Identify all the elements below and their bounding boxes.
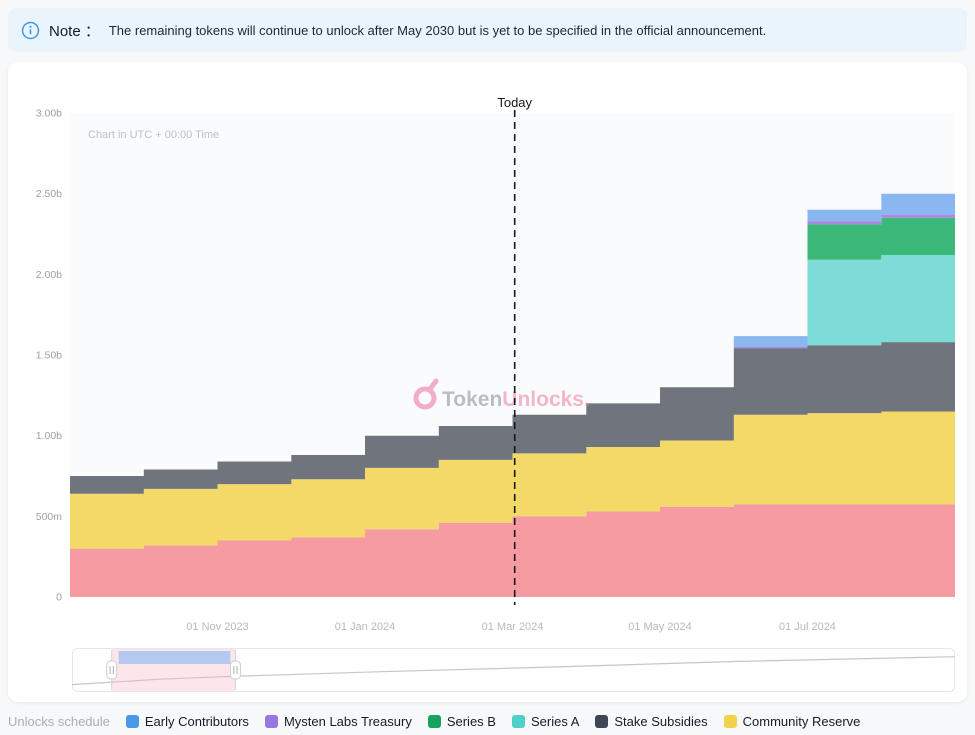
legend-item-early-contributors[interactable]: Early Contributors <box>125 714 249 729</box>
legend-label: Early Contributors <box>144 714 249 729</box>
legend-swatch <box>427 715 441 728</box>
x-axis-label: 01 Jul 2024 <box>779 621 836 633</box>
legend-label: Community Reserve <box>742 714 861 729</box>
legend-item-stake-subsidies[interactable]: Stake Subsidies <box>595 714 708 729</box>
note-text: The remaining tokens will continue to un… <box>108 22 767 38</box>
y-axis-label: 1.00b <box>36 430 62 442</box>
brush-mini-area <box>118 651 231 664</box>
y-axis-label: 2.00b <box>36 269 62 281</box>
area-stake-subsidies <box>70 342 955 494</box>
x-axis-label: 01 Nov 2023 <box>186 621 248 633</box>
minimap-line <box>71 656 956 686</box>
y-axis-label: 2.50b <box>36 188 62 200</box>
legend-swatch <box>264 715 278 728</box>
y-axis-label: 1.50b <box>36 350 62 362</box>
legend-items: Early Contributors Mysten Labs Treasury Se… <box>125 714 861 729</box>
legend-swatch <box>511 715 525 728</box>
today-label: Today <box>497 95 532 110</box>
legend-label: Stake Subsidies <box>614 714 708 729</box>
tokenunlocks-logo-icon <box>413 386 437 410</box>
x-axis-label: 01 May 2024 <box>628 621 692 633</box>
y-axis-label: 0 <box>56 592 62 604</box>
svg-text:TokenUnlocks.: TokenUnlocks. <box>442 388 590 411</box>
note-banner: Note ： The remaining tokens will continu… <box>8 8 967 52</box>
brush-handle-right[interactable] <box>229 650 241 690</box>
minimap-frame <box>72 648 955 692</box>
area-series-b <box>70 217 955 476</box>
area-unlabeled <box>70 504 955 597</box>
brush-handle-left[interactable] <box>106 650 118 690</box>
chart-card: 3.00b 2.50b 2.00b 1.50b 1.00b 500m 0 Chart in U… <box>8 62 967 702</box>
x-axis-label: 01 Jan 2024 <box>335 621 396 633</box>
unlock-chart: 3.00b 2.50b 2.00b 1.50b 1.00b 500m 0 Chart in U… <box>36 95 955 633</box>
y-axis-label: 500m <box>36 511 63 523</box>
tokenunlocks-watermark: TokenUnlocks. <box>413 378 590 411</box>
utc-note: Chart in UTC + 00:00 Time <box>88 129 219 141</box>
legend-label: Series B <box>446 714 496 729</box>
area-community-reserve <box>70 411 955 549</box>
info-icon <box>21 21 40 39</box>
legend-swatch <box>595 715 609 728</box>
legend-swatch <box>125 715 139 728</box>
legend-item-community-reserve[interactable]: Community Reserve <box>723 714 861 729</box>
legend-label: Mysten Labs Treasury <box>283 714 412 729</box>
legend-swatch <box>723 715 737 728</box>
legend-item-series-a[interactable]: Series A <box>511 714 580 729</box>
legend-label: Series A <box>530 714 580 729</box>
legend-title: Unlocks schedule <box>8 714 110 729</box>
area-series-a <box>70 255 955 476</box>
range-selector[interactable] <box>71 648 956 692</box>
y-axis-label: 3.00b <box>36 108 62 120</box>
x-axis-label: 01 Mar 2024 <box>482 621 544 633</box>
legend-item-mysten-labs-treasury[interactable]: Mysten Labs Treasury <box>264 714 412 729</box>
legend-item-series-b[interactable]: Series B <box>427 714 496 729</box>
note-label: Note ： <box>49 22 100 40</box>
legend-row: Unlocks schedule Early Contributors Myste… <box>8 714 967 729</box>
